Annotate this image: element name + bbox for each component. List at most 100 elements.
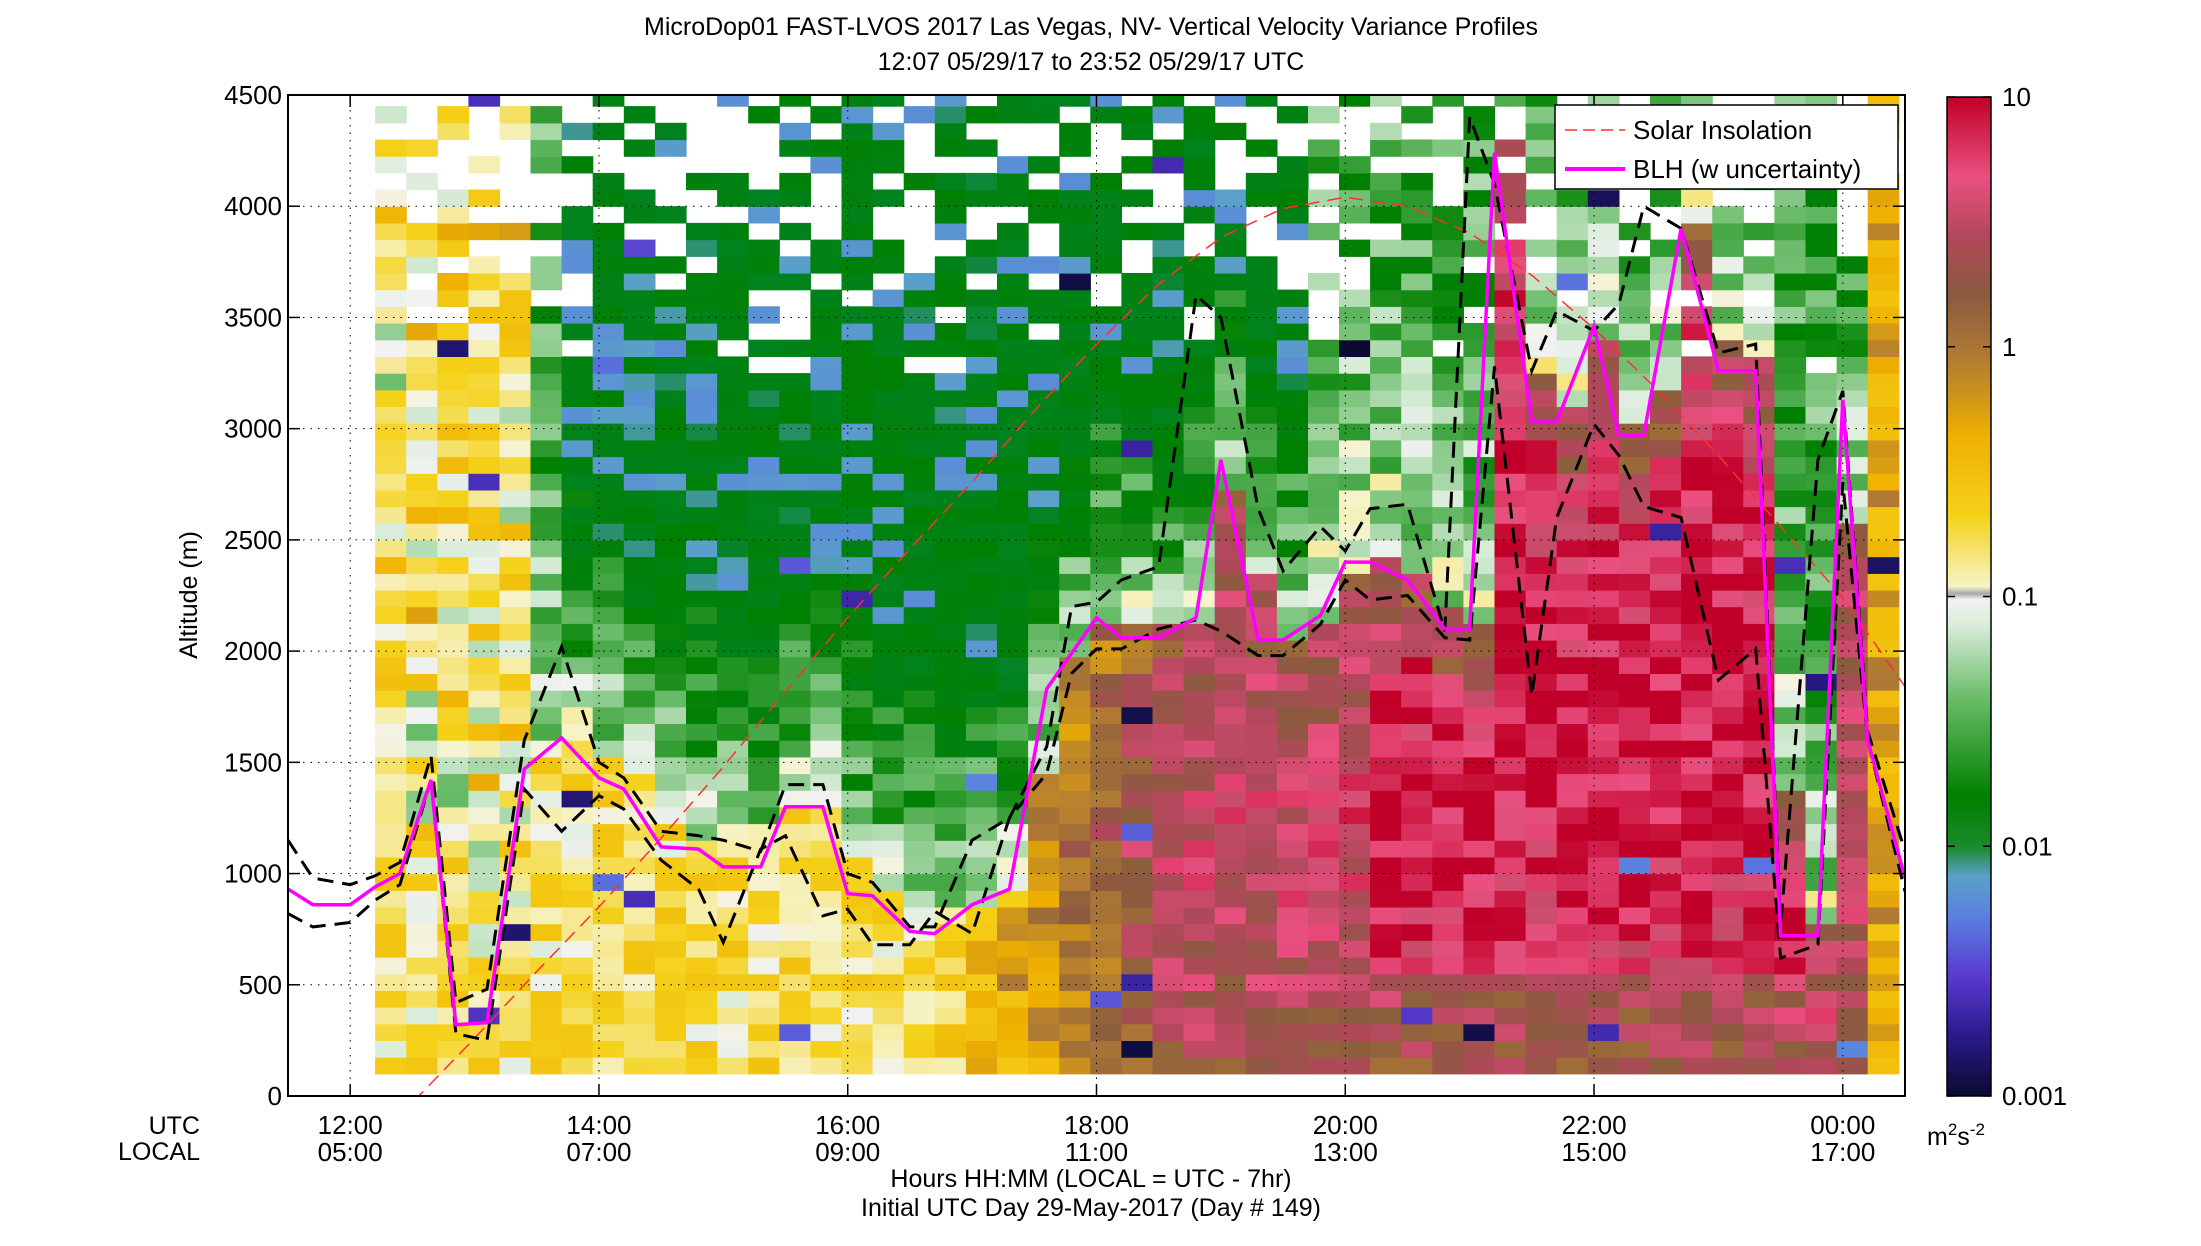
heatmap-cell xyxy=(1339,406,1371,424)
heatmap-cell xyxy=(965,356,998,374)
heatmap-cell xyxy=(1805,95,1838,107)
heatmap-cell xyxy=(592,373,625,391)
heatmap-cell xyxy=(1650,423,1682,441)
heatmap-cell xyxy=(1183,389,1216,407)
legend-box xyxy=(1554,104,1899,190)
heatmap-cell xyxy=(1090,790,1122,808)
heatmap-cell xyxy=(1183,656,1216,674)
heatmap-cell xyxy=(686,773,718,791)
heatmap-cell xyxy=(717,990,749,1008)
heatmap-cell xyxy=(1090,623,1122,641)
heatmap-cell xyxy=(1494,1057,1527,1075)
heatmap-cell xyxy=(934,206,967,224)
heatmap-cell xyxy=(530,156,563,174)
heatmap-cell xyxy=(1121,573,1154,591)
heatmap-cell xyxy=(654,389,687,407)
heatmap-cell xyxy=(1774,706,1807,724)
heatmap-cell xyxy=(1214,623,1247,641)
heatmap-cell xyxy=(1401,523,1433,541)
heatmap-cell xyxy=(1121,957,1154,975)
heatmap-cell xyxy=(561,206,594,224)
heatmap-cell xyxy=(810,690,843,708)
heatmap-cell xyxy=(841,840,874,858)
heatmap-cell xyxy=(1650,606,1682,624)
heatmap-cell xyxy=(934,172,967,191)
heatmap-cell xyxy=(1587,1057,1620,1075)
heatmap-cell xyxy=(1028,940,1060,958)
heatmap-cell xyxy=(1525,1007,1558,1025)
heatmap-cell xyxy=(654,773,687,791)
heatmap-cell xyxy=(1774,823,1807,841)
heatmap-cell xyxy=(654,940,687,958)
heatmap-cell xyxy=(1121,906,1154,925)
colorbar-tick-label: 0.01 xyxy=(2002,831,2053,861)
heatmap-cell xyxy=(561,556,594,574)
heatmap-cell xyxy=(686,940,718,958)
heatmap-cell xyxy=(1774,423,1807,441)
heatmap-cell xyxy=(1463,589,1496,608)
heatmap-cell xyxy=(1774,239,1807,257)
heatmap-cell xyxy=(530,1040,563,1058)
heatmap-cell xyxy=(717,606,749,624)
heatmap-cell xyxy=(1121,856,1154,875)
heatmap-cell xyxy=(1183,406,1216,424)
heatmap-cell xyxy=(965,523,998,541)
heatmap-cell xyxy=(748,539,780,558)
heatmap-cell xyxy=(965,806,998,825)
heatmap-cell xyxy=(841,940,874,958)
heatmap-cell xyxy=(903,973,936,991)
heatmap-cell xyxy=(997,840,1029,858)
heatmap-cell xyxy=(530,890,563,908)
heatmap-cell xyxy=(406,990,438,1008)
heatmap-cell xyxy=(1308,823,1340,841)
heatmap-cell xyxy=(1463,106,1496,124)
heatmap-cell xyxy=(1525,323,1558,341)
heatmap-cell xyxy=(1587,339,1620,357)
heatmap-cell xyxy=(530,1023,563,1041)
heatmap-cell xyxy=(903,623,936,641)
heatmap-cell xyxy=(903,323,936,341)
heatmap-cell xyxy=(499,806,532,825)
heatmap-cell xyxy=(1712,1023,1744,1041)
heatmap-cell xyxy=(468,389,501,407)
heatmap-cell xyxy=(1214,823,1247,841)
x-axis-sublabel: Initial UTC Day 29-May-2017 (Day # 149) xyxy=(861,1194,1321,1222)
heatmap-cell xyxy=(1308,690,1340,708)
heatmap-cell xyxy=(1028,623,1060,641)
heatmap-cell xyxy=(1370,873,1402,891)
heatmap-cell xyxy=(810,673,843,691)
heatmap-cell xyxy=(1867,606,1900,624)
heatmap-cell xyxy=(1183,706,1216,724)
heatmap-cell xyxy=(437,940,469,958)
heatmap-cell xyxy=(1401,840,1433,858)
heatmap-cell xyxy=(1556,456,1589,474)
heatmap-cell xyxy=(1059,523,1091,541)
heatmap-cell xyxy=(1370,990,1402,1008)
heatmap-cell xyxy=(623,1057,656,1075)
heatmap-cell xyxy=(530,923,563,941)
heatmap-cell xyxy=(623,840,656,858)
heatmap-cell xyxy=(1308,706,1340,724)
heatmap-cell xyxy=(375,423,407,441)
heatmap-cell xyxy=(623,306,656,324)
heatmap-cell xyxy=(1774,289,1807,307)
heatmap-cell xyxy=(1214,906,1247,925)
heatmap-cell xyxy=(1867,523,1900,541)
heatmap-cell xyxy=(1587,573,1620,591)
heatmap-cell xyxy=(530,723,563,741)
heatmap-cell xyxy=(997,656,1029,674)
heatmap-cell xyxy=(437,1007,469,1025)
heatmap-cell xyxy=(1245,589,1278,608)
heatmap-cell xyxy=(1121,690,1154,708)
heatmap-cell xyxy=(1028,723,1060,741)
heatmap-cell xyxy=(717,1007,749,1025)
heatmap-cell xyxy=(1836,690,1869,708)
heatmap-cell xyxy=(1618,489,1651,508)
heatmap-cell xyxy=(1836,373,1869,391)
heatmap-cell xyxy=(561,1057,594,1075)
heatmap-cell xyxy=(872,923,905,941)
heatmap-cell xyxy=(1121,356,1154,374)
heatmap-cell xyxy=(623,957,656,975)
heatmap-cell xyxy=(1805,957,1838,975)
heatmap-cell xyxy=(810,706,843,724)
